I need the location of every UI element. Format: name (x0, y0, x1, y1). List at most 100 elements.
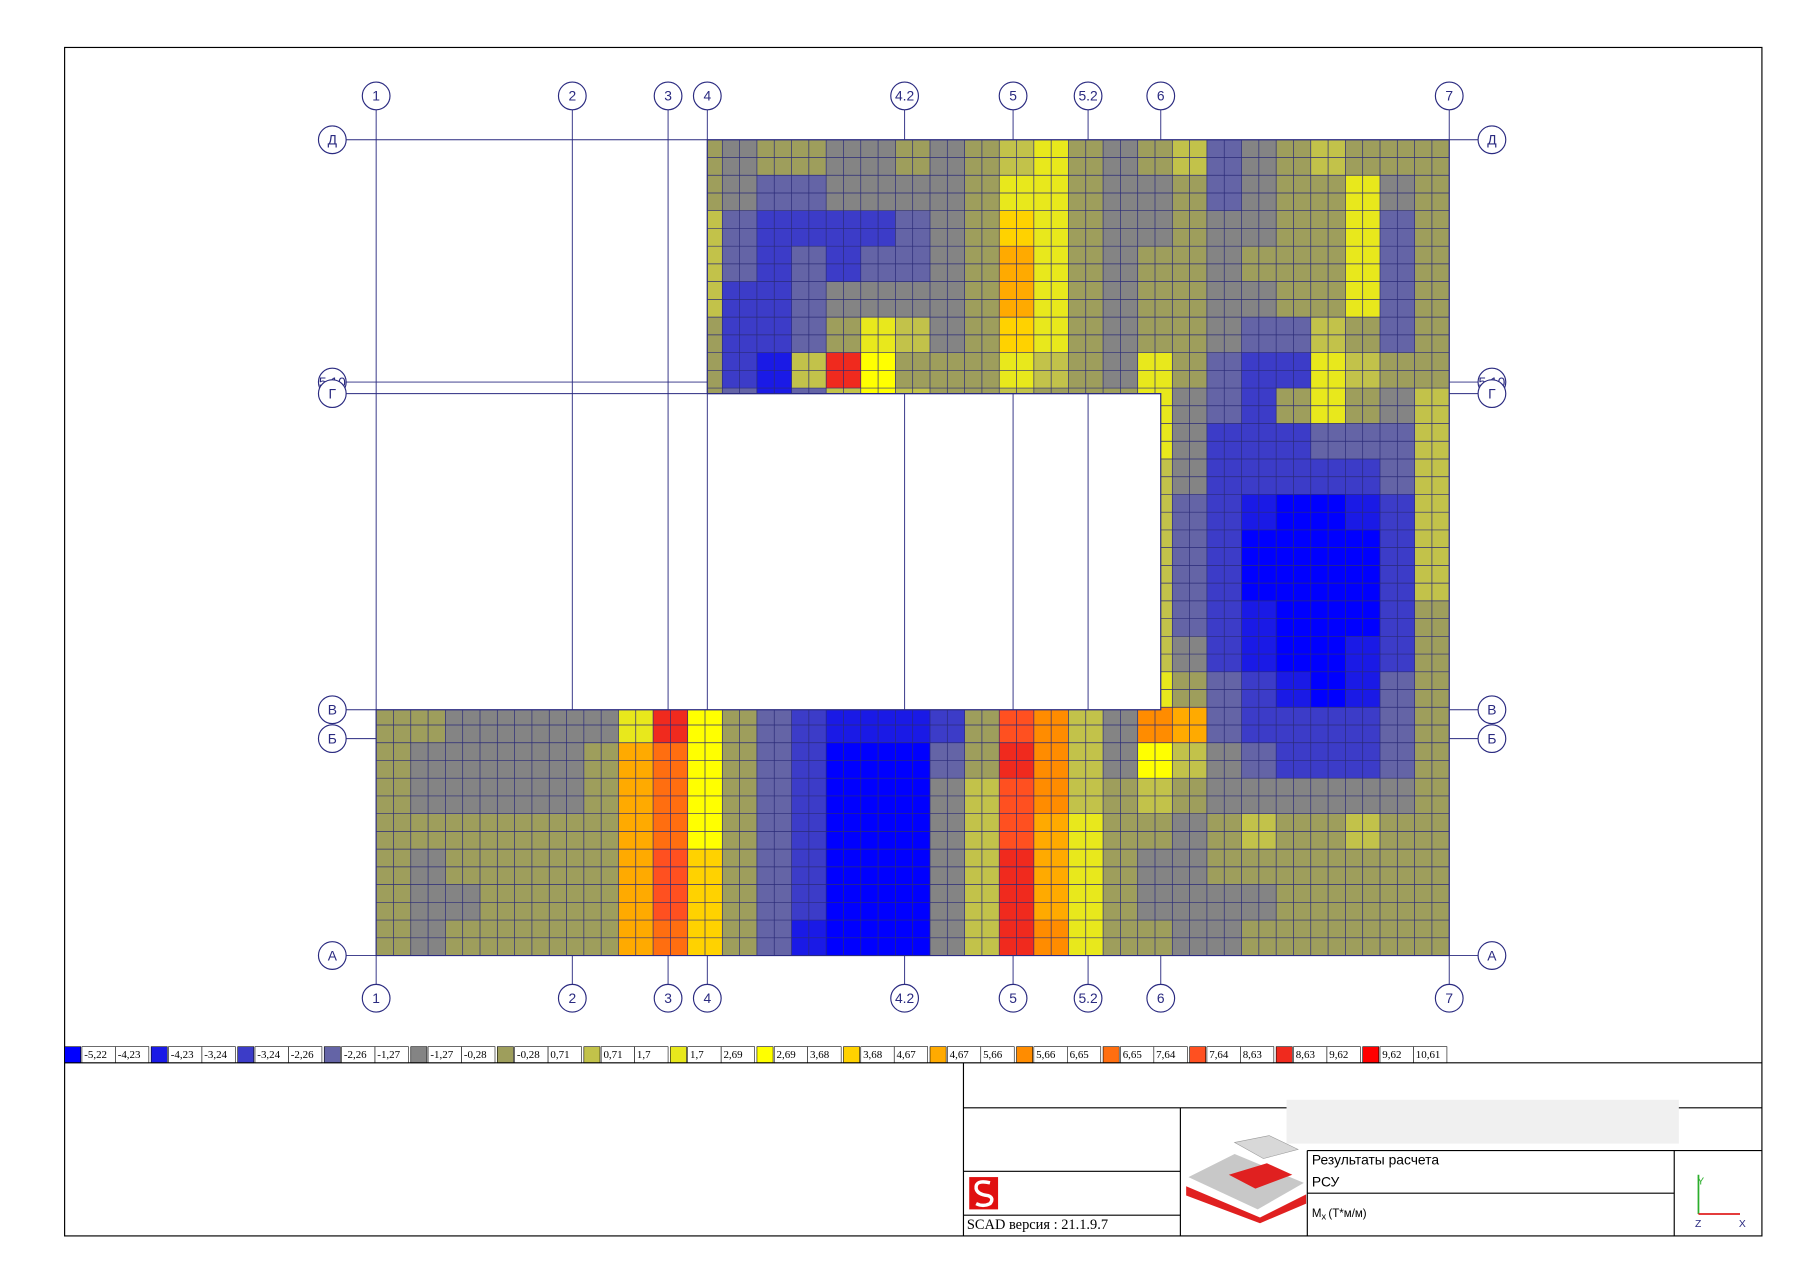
axis-bubble (653, 81, 683, 111)
axis-bubble (890, 983, 920, 1013)
axis-label: 4 (703, 990, 711, 1006)
axis-bubble (1477, 379, 1507, 409)
legend-swatch (237, 1046, 255, 1064)
legend-swatch (1189, 1046, 1207, 1064)
axis-label: 1 (372, 990, 380, 1006)
thumb-top (1233, 1135, 1299, 1159)
legend-from: 9,62 (1382, 1049, 1401, 1061)
quantity-sub: x (1322, 1212, 1327, 1222)
software-version: SCAD версия : 21.1.9.7 (967, 1217, 1108, 1233)
load-label: РСУ (1312, 1174, 1340, 1190)
legend-from: 4,67 (950, 1049, 970, 1061)
legend-to: -4,23 (118, 1049, 141, 1061)
axis-bubble (653, 983, 683, 1013)
axis-bubble (998, 81, 1028, 111)
axis-bubble (692, 983, 722, 1013)
axis-bubble (361, 983, 391, 1013)
axis-bubble (317, 941, 347, 970)
axis-label: В (328, 702, 337, 718)
quantity-label: Mx (Т*м/м) (1312, 1208, 1367, 1222)
legend-to: 10,61 (1416, 1049, 1441, 1061)
legend-to: 3,68 (810, 1049, 830, 1061)
axis-label: 6 (1157, 88, 1165, 104)
legend-swatch (1102, 1046, 1120, 1064)
legend-to: 4,67 (897, 1049, 917, 1061)
legend-swatch (929, 1046, 947, 1064)
axis-label: 5.2 (1078, 88, 1097, 104)
axis-label: 3 (664, 990, 672, 1006)
axis-bubble (361, 81, 391, 111)
legend-to: -0,28 (464, 1049, 487, 1061)
axis-label: В (1487, 702, 1496, 718)
legend-to: 0,71 (550, 1049, 569, 1061)
axis-bubble (1477, 724, 1507, 754)
axis-label: Б (328, 730, 337, 746)
legend-to: 2,69 (723, 1049, 743, 1061)
x-label: X (1739, 1219, 1746, 1230)
axis-bubble (1073, 983, 1103, 1013)
legend-to: 5,66 (983, 1049, 1003, 1061)
legend-to: 8,63 (1243, 1049, 1263, 1061)
axis-bubble (1477, 695, 1507, 725)
legend-from: -2,26 (344, 1049, 367, 1061)
legend-swatch (1362, 1046, 1380, 1064)
legend-swatch (1016, 1046, 1033, 1064)
blank-field (1286, 1099, 1679, 1144)
axis-label: А (1487, 947, 1497, 963)
axis-bubble (317, 724, 347, 754)
axis-label: 6 (1157, 990, 1165, 1006)
thumb-red (1228, 1163, 1293, 1189)
legend-from: -5,22 (84, 1049, 107, 1061)
axis-bubble (317, 695, 347, 725)
legend-from: 7,64 (1209, 1049, 1229, 1061)
axis-label: Д (1487, 132, 1497, 148)
axis-label: 4.2 (895, 88, 914, 104)
z-label: Z (1695, 1219, 1702, 1230)
legend-from: 3,68 (863, 1049, 883, 1061)
axis-label: 2 (568, 88, 576, 104)
legend-swatch (150, 1046, 168, 1064)
legend-swatch (497, 1046, 514, 1064)
axis-bubble (317, 125, 347, 155)
legend-from: 0,71 (603, 1049, 622, 1061)
legend-swatch (843, 1046, 860, 1064)
quantity-unit: (Т*м/м) (1328, 1208, 1366, 1220)
legend-swatch (323, 1046, 341, 1064)
axis-label: 2 (568, 990, 576, 1006)
results-label: Результаты расчета (1312, 1152, 1439, 1168)
legend-to: 1,7 (637, 1049, 651, 1061)
axis-label: 3 (664, 88, 672, 104)
axis-bubble (1146, 81, 1176, 111)
legend-to: 7,64 (1156, 1049, 1176, 1061)
legend-to: -2,26 (291, 1049, 314, 1061)
legend-from: -3,24 (257, 1049, 280, 1061)
axis-label: 5 (1009, 88, 1017, 104)
thumb-red (1186, 1186, 1307, 1224)
logo-s (974, 1180, 994, 1208)
axis-label: Б (1487, 730, 1496, 746)
legend-to: 9,62 (1329, 1049, 1348, 1061)
legend-swatch (1275, 1046, 1293, 1064)
legend-swatch (410, 1046, 428, 1064)
axis-label: Д (328, 132, 338, 148)
legend-swatch (670, 1046, 687, 1064)
legend-swatch (756, 1046, 774, 1064)
axis-label: 5 (1009, 990, 1017, 1006)
axis-bubble (692, 81, 722, 111)
axis-bubble (1146, 983, 1176, 1013)
legend-from: 2,69 (777, 1049, 797, 1061)
axis-bubble (1477, 125, 1507, 155)
axis-label: 4 (703, 88, 711, 104)
legend-from: 6,65 (1123, 1049, 1143, 1061)
quantity: M (1312, 1208, 1322, 1220)
axis-label: 4.2 (895, 990, 914, 1006)
legend-from: 1,7 (690, 1049, 704, 1061)
scad-logo (969, 1177, 999, 1210)
frame (64, 46, 1763, 1237)
axis-bubble (890, 81, 920, 111)
legend-from: 5,66 (1036, 1049, 1056, 1061)
axis-bubble (1434, 81, 1464, 111)
slab-outline (375, 139, 1450, 957)
title-block (64, 1062, 1762, 1236)
axis-bubble (1073, 81, 1103, 111)
